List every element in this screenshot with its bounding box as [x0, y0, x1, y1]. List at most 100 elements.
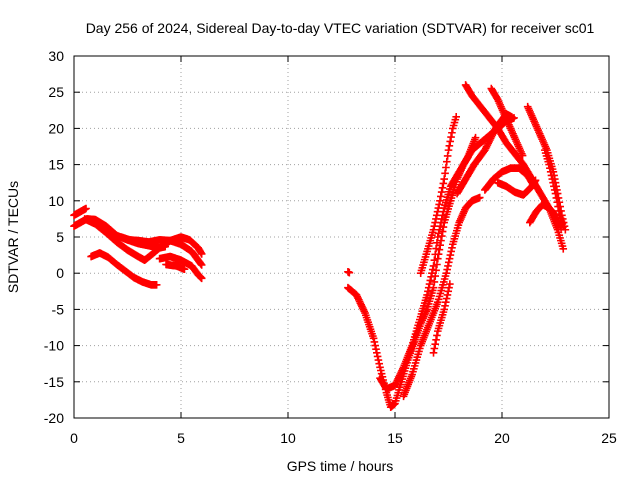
data-point [439, 278, 448, 286]
x-tick-label: 10 [280, 430, 296, 446]
data-point [445, 283, 453, 292]
data-point [434, 295, 443, 304]
data-point [439, 179, 448, 188]
data-point [412, 356, 421, 364]
data-point [197, 250, 206, 258]
data-point [434, 229, 443, 238]
data-point [371, 341, 380, 350]
data-point [433, 238, 441, 247]
data-point [413, 353, 422, 361]
data-point [431, 250, 440, 259]
data-point [435, 200, 443, 209]
data-point [440, 305, 449, 314]
chart-title: Day 256 of 2024, Sidereal Day-to-day VTE… [86, 20, 595, 36]
y-tick-label: -20 [44, 410, 64, 426]
data-point [437, 286, 446, 295]
data-point [432, 211, 441, 220]
data-point [377, 369, 386, 378]
data-point [443, 152, 452, 160]
data-point [531, 176, 540, 185]
series-track-11 [399, 193, 484, 401]
data-point [557, 217, 566, 225]
data-point [424, 283, 433, 292]
data-point [369, 334, 378, 343]
y-tick-label: 15 [48, 157, 64, 173]
data-point [554, 202, 562, 211]
data-point [542, 152, 551, 160]
data-point [408, 341, 416, 350]
data-point [430, 256, 439, 264]
data-point [438, 215, 446, 223]
data-point [82, 204, 90, 213]
data-point [444, 262, 452, 270]
data-point [444, 146, 453, 154]
y-tick-label: 0 [56, 265, 64, 281]
data-point [446, 280, 454, 288]
series-track-13 [429, 280, 454, 357]
data-point [543, 155, 552, 163]
data-point [430, 222, 439, 230]
series-track-8 [344, 267, 354, 277]
data-point [432, 244, 440, 253]
data-point [430, 278, 439, 286]
data-point [550, 186, 559, 194]
data-point [441, 169, 449, 178]
data-point [432, 336, 440, 344]
data-point [413, 324, 422, 333]
series-track-9 [344, 114, 518, 411]
data-point [345, 268, 354, 277]
x-tick-label: 20 [494, 430, 510, 446]
data-point [447, 247, 455, 256]
series-track-5 [117, 233, 206, 258]
series-track-4 [87, 249, 161, 289]
y-tick-label: -10 [44, 338, 64, 354]
data-point [411, 359, 420, 367]
series-track-16 [487, 84, 527, 160]
data-point [559, 223, 568, 231]
series-track-6 [155, 252, 206, 283]
data-point [412, 327, 421, 335]
data-point [555, 207, 563, 215]
data-point [432, 215, 440, 223]
data-point [431, 340, 440, 348]
data-point [377, 366, 385, 375]
data-point [446, 251, 455, 259]
x-tick-label: 25 [601, 430, 617, 446]
data-point [541, 146, 549, 154]
series-track-12 [416, 113, 461, 277]
y-tick-label: -15 [44, 374, 64, 390]
data-point [443, 265, 451, 274]
data-point [440, 175, 449, 183]
data-point [549, 178, 557, 187]
data-point [440, 275, 449, 283]
data-point [411, 330, 420, 338]
data-point [559, 244, 568, 253]
data-point [446, 137, 455, 146]
data-point [435, 245, 444, 254]
data-point [435, 225, 444, 234]
data-point [429, 262, 438, 270]
data-point [442, 157, 451, 166]
data-point [442, 269, 451, 277]
data-point [408, 370, 416, 379]
data-point [441, 301, 449, 310]
data-point [180, 265, 189, 274]
data-point [553, 198, 562, 207]
data-point [550, 182, 558, 191]
data-point [437, 218, 445, 227]
data-point [546, 168, 555, 176]
data-point [425, 280, 434, 288]
data-point [372, 345, 380, 354]
data-point [434, 204, 443, 212]
data-point [436, 289, 445, 298]
data-point [410, 364, 418, 373]
data-point [435, 292, 444, 301]
y-tick-label: 20 [48, 120, 64, 136]
data-point [450, 118, 459, 127]
data-point [431, 218, 439, 227]
data-point [197, 274, 206, 283]
data-point [475, 193, 484, 202]
data-point [410, 362, 419, 370]
data-point [426, 276, 435, 285]
